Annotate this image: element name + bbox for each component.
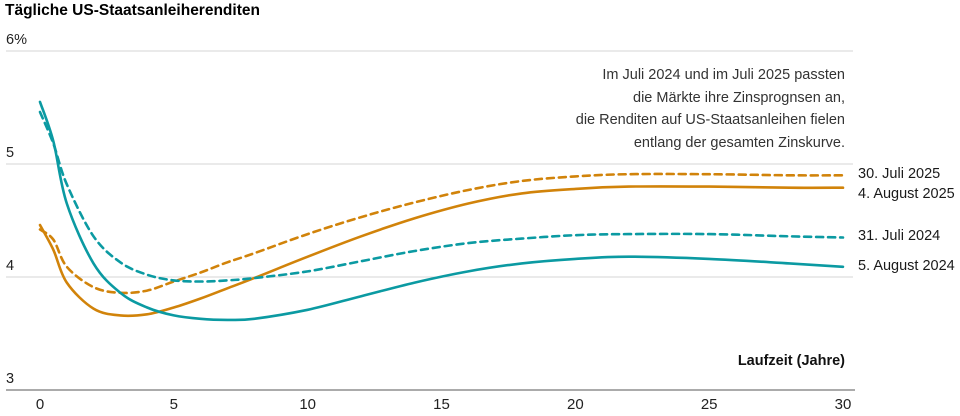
annotation-text: Im Juli 2024 und im Juli 2025 passten di… — [575, 67, 845, 151]
x-tick-10: 10 — [299, 396, 316, 413]
chart-title: Tägliche US-Staatsanleiherenditen — [5, 2, 260, 19]
x-tick-25: 25 — [700, 396, 718, 413]
y-tick-4: 4 — [6, 258, 15, 274]
y-tick-3: 3 — [6, 371, 15, 387]
y-tick-5: 5 — [6, 145, 15, 161]
legend-label-30-juli-2025: 30. Juli 2025 — [858, 166, 941, 183]
x-tick-30: 30 — [834, 396, 852, 413]
x-axis-title: Laufzeit (Jahre) — [737, 353, 845, 369]
x-tick-20: 20 — [566, 396, 584, 413]
y-tick-6%: 6% — [6, 32, 27, 48]
series-line-30-juli-2025 — [38, 172, 845, 295]
series-line-4-august-2025 — [38, 185, 845, 318]
x-tick-0: 0 — [35, 396, 45, 413]
legend-label-4-august-2025: 4. August 2025 — [858, 186, 955, 203]
series-line-5-august-2024 — [38, 100, 845, 322]
legend-label-31-juli-2024: 31. Juli 2024 — [858, 228, 941, 245]
x-tick-15: 15 — [433, 396, 450, 413]
legend-label-5-august-2024: 5. August 2024 — [858, 257, 955, 274]
series-line-31-juli-2024 — [38, 110, 845, 283]
x-tick-5: 5 — [169, 396, 178, 413]
